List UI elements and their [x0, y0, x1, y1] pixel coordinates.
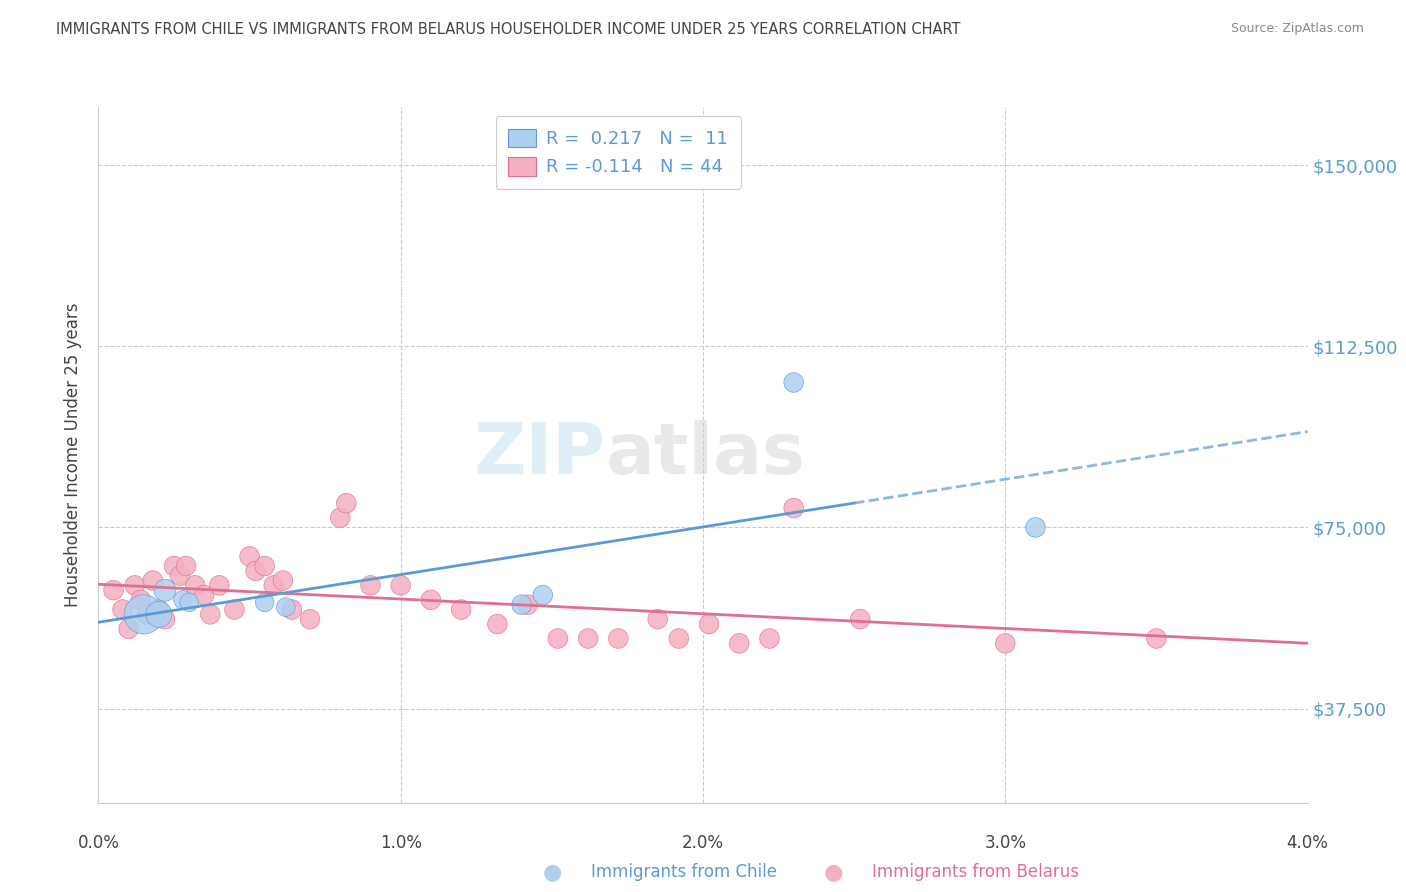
Point [208, 578, 231, 592]
Point [224, 602, 246, 616]
Text: ZIP: ZIP [474, 420, 606, 490]
Point [516, 598, 538, 612]
Point [174, 559, 197, 574]
Text: 0.0%: 0.0% [77, 834, 120, 852]
Text: 4.0%: 4.0% [1286, 834, 1329, 852]
Point [253, 559, 276, 574]
Point [1024, 520, 1046, 534]
Point [263, 578, 285, 592]
Point [153, 583, 176, 598]
Text: 3.0%: 3.0% [984, 834, 1026, 852]
Point [299, 612, 322, 626]
Text: IMMIGRANTS FROM CHILE VS IMMIGRANTS FROM BELARUS HOUSEHOLDER INCOME UNDER 25 YEA: IMMIGRANTS FROM CHILE VS IMMIGRANTS FROM… [56, 22, 960, 37]
Point [547, 632, 569, 646]
Point [129, 592, 152, 607]
Text: ●: ● [543, 863, 562, 882]
Point [697, 617, 720, 632]
Point [148, 607, 170, 622]
Text: 2.0%: 2.0% [682, 834, 724, 852]
Point [281, 602, 304, 616]
Text: Immigrants from Chile: Immigrants from Chile [591, 863, 776, 881]
Point [163, 559, 186, 574]
Point [450, 602, 472, 616]
Point [329, 510, 352, 524]
Point [647, 612, 669, 626]
Text: 1.0%: 1.0% [380, 834, 422, 852]
Point [169, 568, 191, 582]
Point [782, 501, 804, 516]
Point [135, 607, 157, 622]
Point [360, 578, 382, 592]
Point [239, 549, 262, 564]
Point [994, 636, 1017, 650]
Point [172, 592, 194, 607]
Point [142, 574, 165, 588]
Text: Source: ZipAtlas.com: Source: ZipAtlas.com [1230, 22, 1364, 36]
Point [148, 602, 170, 616]
Y-axis label: Householder Income Under 25 years: Householder Income Under 25 years [65, 302, 83, 607]
Point [184, 578, 207, 592]
Point [153, 612, 176, 626]
Point [849, 612, 872, 626]
Point [531, 588, 554, 602]
Point [389, 578, 412, 592]
Point [103, 583, 125, 598]
Point [193, 588, 215, 602]
Point [253, 595, 276, 609]
Point [510, 598, 533, 612]
Text: atlas: atlas [606, 420, 806, 490]
Text: ●: ● [824, 863, 844, 882]
Point [758, 632, 780, 646]
Point [1146, 632, 1168, 646]
Point [271, 574, 294, 588]
Text: Immigrants from Belarus: Immigrants from Belarus [872, 863, 1078, 881]
Point [200, 607, 222, 622]
Point [728, 636, 751, 650]
Point [274, 600, 297, 615]
Point [335, 496, 357, 510]
Point [124, 578, 146, 592]
Point [245, 564, 267, 578]
Legend: R =  0.217   N =  11, R = -0.114   N = 44: R = 0.217 N = 11, R = -0.114 N = 44 [496, 116, 741, 189]
Point [111, 602, 134, 616]
Point [668, 632, 690, 646]
Point [576, 632, 599, 646]
Point [782, 376, 804, 390]
Point [179, 595, 201, 609]
Point [607, 632, 630, 646]
Point [132, 607, 155, 622]
Point [420, 592, 443, 607]
Point [118, 622, 141, 636]
Point [486, 617, 509, 632]
